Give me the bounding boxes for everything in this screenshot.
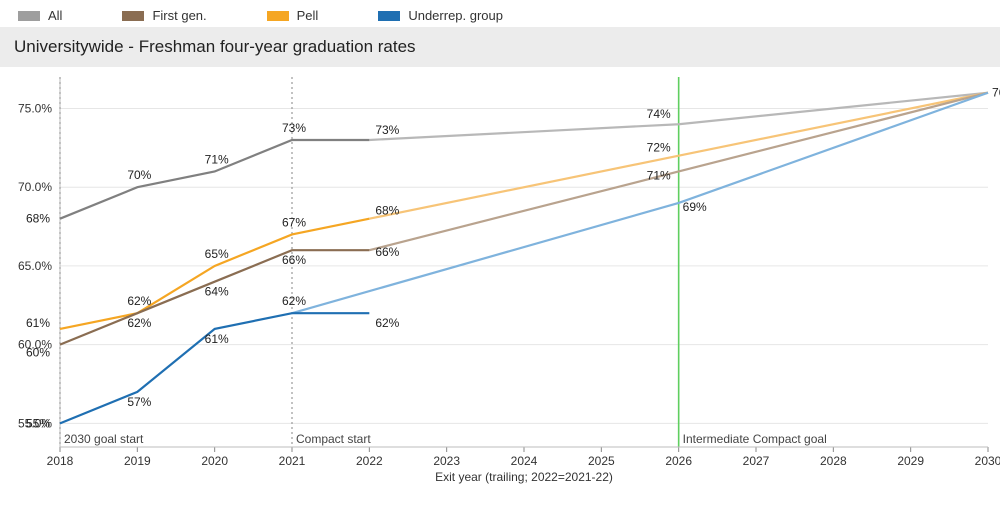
data-label: 62% — [127, 294, 151, 308]
legend-swatch — [267, 11, 289, 21]
reference-line-label: Intermediate Compact goal — [683, 432, 827, 446]
data-label: 68% — [375, 204, 399, 218]
svg-text:2022: 2022 — [356, 454, 383, 468]
data-label: 66% — [375, 245, 399, 259]
svg-text:2027: 2027 — [743, 454, 770, 468]
legend-item-firstgen[interactable]: First gen. — [122, 8, 206, 23]
data-label: 57% — [127, 395, 151, 409]
data-label: 71% — [205, 152, 229, 166]
legend-label: Underrep. group — [408, 8, 503, 23]
legend-item-all[interactable]: All — [18, 8, 62, 23]
legend-swatch — [378, 11, 400, 21]
svg-text:70.0%: 70.0% — [18, 180, 52, 194]
data-label: 69% — [683, 200, 707, 214]
svg-text:Exit year (trailing; 2022=2021: Exit year (trailing; 2022=2021-22) — [435, 470, 613, 484]
data-label: 66% — [282, 253, 306, 267]
legend-item-pell[interactable]: Pell — [267, 8, 319, 23]
svg-text:2028: 2028 — [820, 454, 847, 468]
data-label: 72% — [647, 141, 671, 155]
data-label: 74% — [647, 107, 671, 121]
svg-text:2018: 2018 — [47, 454, 74, 468]
svg-text:2026: 2026 — [665, 454, 692, 468]
svg-text:65.0%: 65.0% — [18, 259, 52, 273]
data-label: 55% — [26, 416, 50, 430]
svg-text:2030: 2030 — [975, 454, 1000, 468]
data-label: 76% — [992, 86, 1000, 100]
data-label: 62% — [282, 294, 306, 308]
data-label: 64% — [205, 285, 229, 299]
data-label: 73% — [282, 121, 306, 135]
data-label: 60% — [26, 346, 50, 360]
legend-swatch — [18, 11, 40, 21]
data-label: 61% — [26, 316, 50, 330]
data-label: 61% — [205, 332, 229, 346]
series-line-urg — [60, 313, 369, 423]
legend-label: All — [48, 8, 62, 23]
data-label: 65% — [205, 247, 229, 261]
legend-label: First gen. — [152, 8, 206, 23]
legend-item-urg[interactable]: Underrep. group — [378, 8, 503, 23]
chart-title: Universitywide - Freshman four-year grad… — [0, 27, 1000, 67]
reference-line-label: 2030 goal start — [64, 432, 144, 446]
data-label: 70% — [127, 168, 151, 182]
line-chart: 55.0%60.0%65.0%70.0%75.0%2030 goal start… — [0, 67, 1000, 499]
svg-text:2025: 2025 — [588, 454, 615, 468]
legend-swatch — [122, 11, 144, 21]
svg-text:2021: 2021 — [279, 454, 306, 468]
data-label: 62% — [127, 316, 151, 330]
svg-text:2020: 2020 — [201, 454, 228, 468]
data-label: 68% — [26, 212, 50, 226]
reference-line-label: Compact start — [296, 432, 371, 446]
chart-svg: 55.0%60.0%65.0%70.0%75.0%2030 goal start… — [0, 67, 1000, 499]
data-label: 67% — [282, 215, 306, 229]
data-label: 62% — [375, 316, 399, 330]
legend: All First gen. Pell Underrep. group — [0, 0, 1000, 27]
svg-text:2019: 2019 — [124, 454, 151, 468]
svg-text:2024: 2024 — [511, 454, 538, 468]
svg-text:2029: 2029 — [897, 454, 924, 468]
data-label: 73% — [375, 123, 399, 137]
data-label: 71% — [647, 168, 671, 182]
svg-text:2023: 2023 — [433, 454, 460, 468]
legend-label: Pell — [297, 8, 319, 23]
svg-text:75.0%: 75.0% — [18, 101, 52, 115]
